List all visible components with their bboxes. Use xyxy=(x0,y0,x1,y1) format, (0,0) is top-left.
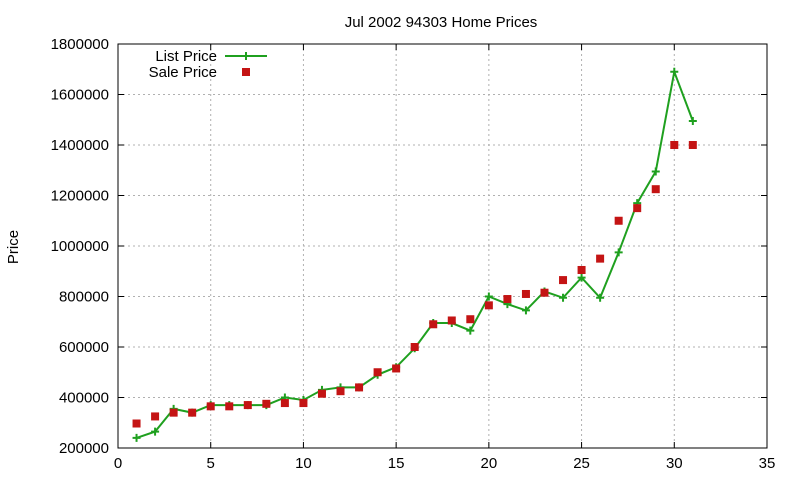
x-tick-label: 10 xyxy=(295,455,312,472)
sale-price-point xyxy=(447,316,456,325)
sale-price-point xyxy=(243,401,252,410)
list-price-point xyxy=(670,67,679,76)
y-tick-label: 800000 xyxy=(59,289,109,306)
sale-price-point xyxy=(670,141,679,149)
sale-price-point xyxy=(651,185,660,194)
x-tick-label: 20 xyxy=(481,455,498,472)
sale-price-point xyxy=(392,364,401,373)
list-price-point xyxy=(596,293,605,302)
list-price-point xyxy=(132,433,141,442)
sale-price-point xyxy=(503,295,512,304)
sale-price-point xyxy=(262,399,271,408)
list-price-point xyxy=(688,117,697,126)
y-tick-label: 600000 xyxy=(59,339,109,356)
list-price-point xyxy=(559,293,568,302)
sale-price-point xyxy=(521,289,530,298)
sale-price-point xyxy=(169,408,178,417)
legend-label: Sale Price xyxy=(149,64,217,81)
sale-price-point xyxy=(410,343,419,351)
sale-price-point xyxy=(132,419,141,428)
sale-price-point xyxy=(280,399,289,408)
legend-cross-sample xyxy=(242,52,250,60)
chart-title: Jul 2002 94303 Home Prices xyxy=(345,14,538,31)
y-tick-label: 400000 xyxy=(59,390,109,407)
sale-price-point xyxy=(299,399,308,408)
y-tick-label: 200000 xyxy=(59,440,109,457)
sale-price-point xyxy=(633,204,642,213)
sale-price-point xyxy=(429,320,438,329)
y-tick-label: 1600000 xyxy=(51,87,109,104)
series xyxy=(132,67,697,442)
x-tick-label: 25 xyxy=(573,455,590,472)
sale-price-point xyxy=(614,216,623,225)
sale-price-point xyxy=(688,141,697,149)
x-tick-label: 5 xyxy=(207,455,215,472)
y-tick-label: 1400000 xyxy=(51,137,109,154)
list-price-point xyxy=(651,167,660,176)
list-price-point xyxy=(151,427,160,436)
sale-price-point xyxy=(559,276,568,285)
x-tick-label: 0 xyxy=(114,455,122,472)
y-tick-label: 1200000 xyxy=(51,188,109,205)
legend-square-sample xyxy=(242,68,250,76)
sale-price-point xyxy=(484,301,493,310)
list-price-point xyxy=(577,273,586,282)
sale-price-point xyxy=(540,288,549,297)
y-tick-label: 1000000 xyxy=(51,238,109,255)
y-axis-label: Price xyxy=(5,230,22,264)
sale-price-point xyxy=(317,389,326,398)
sale-price-point xyxy=(206,402,215,411)
axes: 0 5 10 15 20 25 30 35 200000 400000 600000 800000 10… xyxy=(51,36,776,472)
legend-label: List Price xyxy=(155,48,217,65)
sale-price-point xyxy=(151,412,160,421)
sale-price-point xyxy=(466,315,475,324)
x-tick-label: 30 xyxy=(666,455,683,472)
x-tick-label: 35 xyxy=(759,455,776,472)
list-price-line xyxy=(136,68,694,439)
y-tick-label: 1800000 xyxy=(51,36,109,53)
list-price-point xyxy=(614,248,623,257)
x-tick-label: 15 xyxy=(388,455,405,472)
sale-price-point xyxy=(225,402,234,411)
sale-price-point xyxy=(596,254,605,263)
sale-price-point xyxy=(373,368,382,377)
list-price-point xyxy=(521,306,530,315)
grid-lines xyxy=(118,44,767,448)
sale-price-point xyxy=(577,265,586,274)
list-price-point xyxy=(484,292,493,301)
sale-price-point xyxy=(336,387,345,396)
list-price-point xyxy=(466,326,475,335)
sale-price-point xyxy=(188,408,197,417)
sale-price-point xyxy=(355,383,364,392)
